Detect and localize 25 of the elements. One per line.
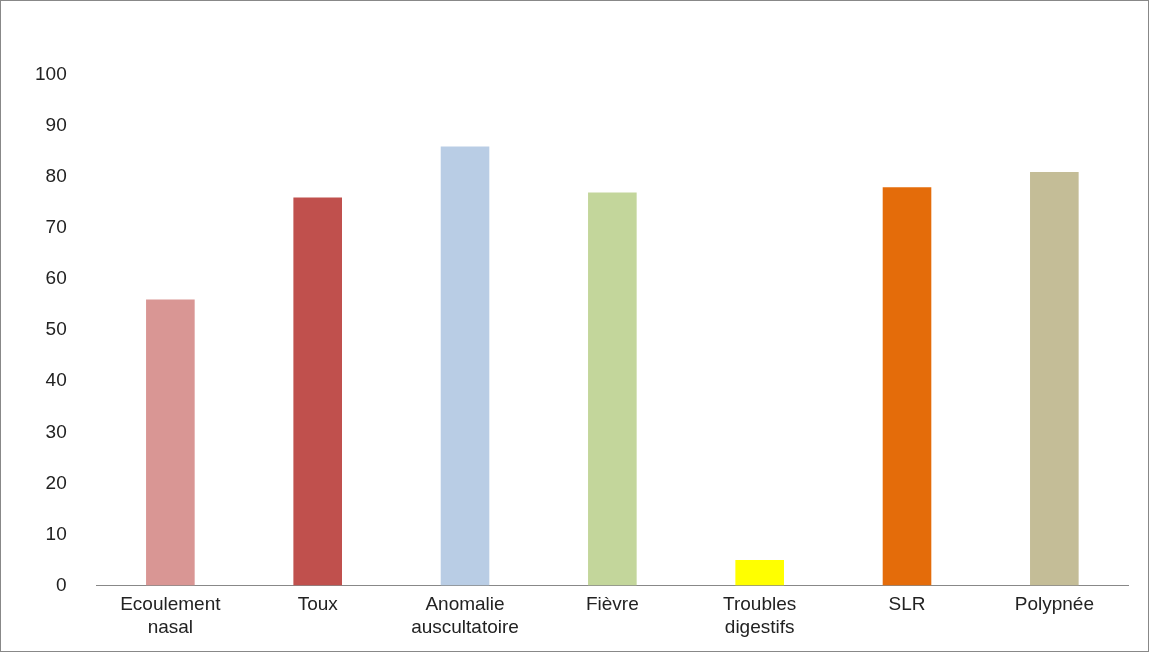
bar <box>882 187 932 586</box>
bar <box>588 192 637 586</box>
y-tick-label: 40 <box>45 369 67 391</box>
bar <box>735 559 784 586</box>
y-tick-label: 100 <box>35 63 67 85</box>
x-tick-label: Troubles digestifs <box>723 593 797 637</box>
y-tick-label: 70 <box>45 216 67 238</box>
y-tick-label: 90 <box>45 114 67 136</box>
y-tick-label: 10 <box>45 522 67 544</box>
x-tick-label: SLR <box>888 593 926 615</box>
y-tick-label: 0 <box>56 573 67 595</box>
y-tick-label: 60 <box>45 267 67 289</box>
bar <box>293 197 342 586</box>
x-tick-label: Polypnée <box>1014 593 1094 615</box>
y-tick-label: 20 <box>45 471 67 493</box>
x-tick-label: Ecoulement nasal <box>120 593 222 637</box>
bar <box>146 299 195 586</box>
bar <box>440 146 490 586</box>
y-tick-label: 30 <box>45 420 67 442</box>
x-tick-label: Anomalie auscultatoire <box>411 593 519 637</box>
x-tick-label: Fièvre <box>585 593 639 615</box>
y-tick-label: 80 <box>45 165 67 187</box>
bar <box>1030 171 1079 586</box>
x-tick-label: Toux <box>297 593 339 615</box>
y-tick-label: 50 <box>45 318 67 340</box>
